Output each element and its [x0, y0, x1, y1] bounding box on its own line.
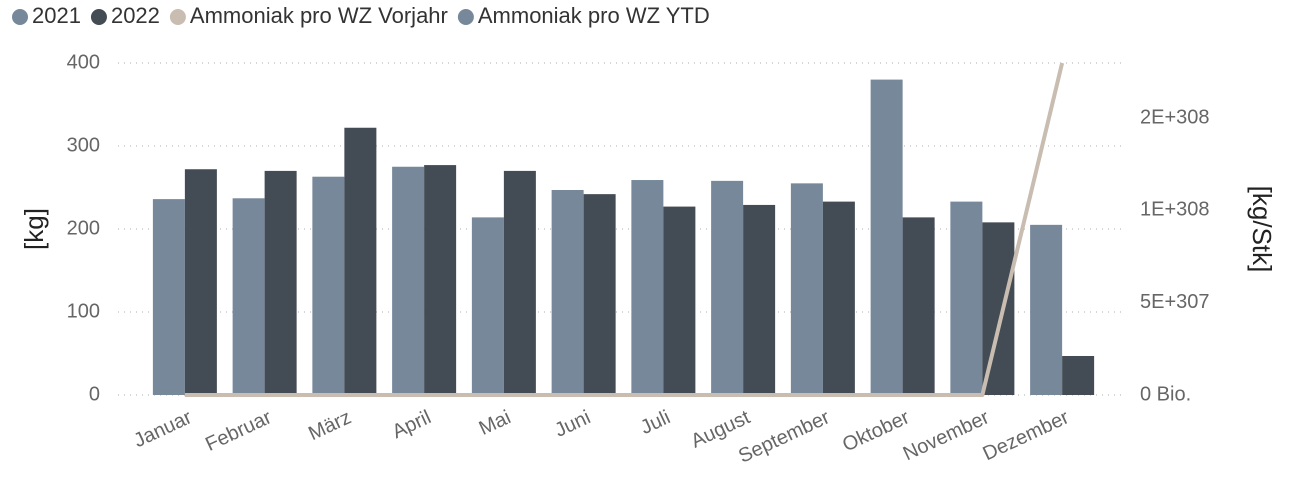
y2-tick-label: 1E+308 — [1140, 199, 1210, 221]
x-tick-label: Februar — [202, 406, 275, 456]
bar — [184, 169, 217, 395]
x-tick-label: März — [305, 406, 355, 445]
x-tick-label: Dezember — [980, 406, 1073, 465]
bar — [663, 206, 696, 395]
x-tick-label: November — [900, 406, 993, 465]
bar — [392, 166, 425, 395]
bar — [583, 194, 616, 395]
x-tick-label: Juli — [637, 406, 674, 439]
y-tick-label: 300 — [67, 134, 100, 156]
x-tick-label: Juni — [551, 406, 594, 441]
legend-marker — [12, 9, 28, 25]
bar — [631, 180, 664, 395]
bar — [1062, 355, 1095, 395]
bar — [822, 201, 855, 395]
bar — [264, 170, 297, 395]
bar — [424, 165, 457, 395]
x-tick-label: Januar — [130, 406, 195, 452]
legend-label: Ammoniak pro WZ Vorjahr — [190, 3, 448, 28]
bar — [312, 176, 345, 395]
y-axis-title: [kg] — [19, 208, 49, 250]
y-tick-label: 400 — [67, 51, 100, 73]
legend-marker — [457, 9, 474, 25]
y-tick-label: 0 — [89, 383, 100, 405]
bar — [152, 199, 185, 395]
bar — [471, 217, 504, 395]
y-tick-label: 100 — [67, 300, 100, 322]
legend-label: 2021 — [32, 3, 81, 28]
bar — [503, 170, 536, 395]
y2-tick-label: 5E+307 — [1140, 291, 1210, 313]
x-tick-label: September — [735, 406, 833, 467]
y2-tick-label: 0 Bio. — [1140, 383, 1191, 405]
legend-marker — [169, 9, 186, 25]
line — [184, 62, 1065, 397]
x-tick-label: April — [389, 406, 435, 443]
bar — [902, 217, 935, 395]
bar — [743, 204, 776, 395]
bar — [551, 189, 584, 395]
legend-marker — [90, 9, 107, 25]
bar — [711, 180, 744, 395]
y-tick-label: 200 — [67, 217, 100, 239]
bar — [950, 201, 983, 395]
x-tick-label: Mai — [476, 406, 515, 440]
y2-tick-label: 2E+308 — [1140, 106, 1210, 128]
y2-axis-title: [kg/Stk] — [1247, 186, 1277, 273]
bar — [1030, 224, 1063, 395]
bar — [870, 79, 903, 395]
legend-label: Ammoniak pro WZ YTD — [478, 3, 710, 28]
bar — [344, 127, 377, 396]
legend-label: 2022 — [111, 3, 160, 28]
bar — [790, 183, 823, 395]
bar — [232, 198, 265, 395]
